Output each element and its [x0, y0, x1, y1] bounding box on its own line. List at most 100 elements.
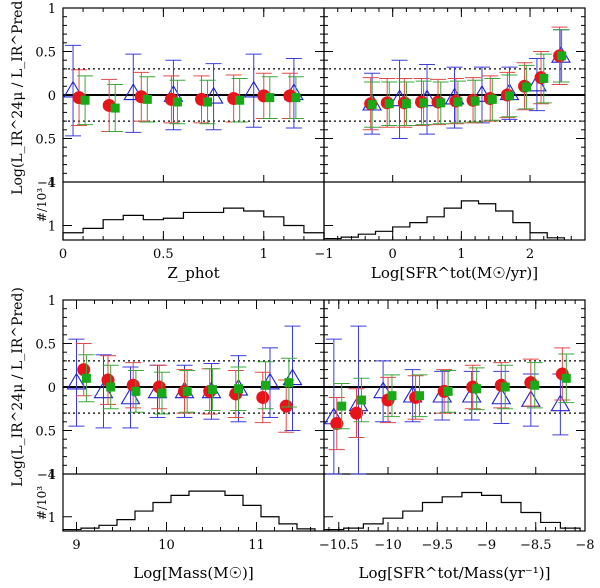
square-point — [81, 373, 91, 383]
square-point — [415, 391, 425, 401]
square-point — [557, 51, 567, 61]
circle-point — [279, 399, 293, 413]
xtick-label: 0 — [389, 247, 397, 262]
bottom-ratio-ylabel-text: Log(L_IR^24μ / L_IR^Pred) — [10, 287, 26, 487]
square-point — [419, 98, 429, 108]
square-point — [443, 386, 453, 396]
square-point — [470, 96, 480, 106]
x-axis-title: Z_phot — [167, 264, 219, 282]
circle-point — [330, 417, 344, 431]
panel-zphot: −1 0.5 0 0.5 1 1 4 0 0.5 1 Z_phot — [35, 2, 325, 282]
xtick-label: −1 — [314, 247, 333, 262]
square-point — [530, 380, 540, 390]
histogram-steps — [62, 207, 325, 240]
square-point — [261, 380, 270, 390]
xtick-label: 9 — [72, 538, 80, 553]
circle-point — [256, 390, 270, 404]
ytick-label: 0 — [48, 89, 56, 104]
xtick-label: −9.5 — [421, 538, 453, 553]
panel-frame — [62, 299, 325, 532]
x-axis-title: Log[Mass(M☉)] — [133, 564, 254, 582]
square-point — [182, 386, 192, 396]
bottom-hist-ylabel-text: #/10³ — [35, 486, 49, 520]
xtick-label: 2 — [526, 247, 534, 262]
square-point — [453, 97, 463, 107]
square-point — [337, 401, 347, 411]
square-point — [106, 382, 116, 392]
xtick-label: −10.5 — [319, 538, 359, 553]
square-point — [234, 384, 243, 394]
top-ratio-ylabel-text: Log(L_IR^24μ / L_IR^Pred) — [10, 0, 26, 195]
ytick-label: −1 — [37, 468, 56, 483]
square-point — [356, 395, 366, 405]
ytick-label: 0.5 — [35, 425, 56, 440]
xtick-label: 11 — [248, 538, 265, 553]
triangle-point — [243, 80, 264, 98]
square-point — [387, 391, 397, 401]
triangle-point — [120, 387, 141, 405]
square-point — [367, 100, 377, 110]
square-point — [504, 91, 514, 101]
ytick-label: 0.5 — [35, 133, 56, 148]
xtick-label: 1 — [260, 247, 268, 262]
xtick-label: 10 — [158, 538, 175, 553]
panel-frame — [62, 7, 325, 241]
circle-point — [350, 406, 364, 420]
square-point — [80, 95, 90, 105]
hist-ytick-label: 4 — [48, 176, 56, 191]
xtick-label: −10 — [374, 538, 401, 553]
xtick-label: −8 — [575, 538, 594, 553]
ytick-label: −1 — [37, 176, 56, 191]
square-point — [401, 99, 411, 109]
square-point — [539, 73, 549, 83]
hist-ytick-label: 4 — [48, 468, 56, 483]
ytick-label: 1 — [48, 294, 56, 309]
histogram-steps — [323, 200, 565, 240]
histogram-steps — [62, 490, 316, 531]
square-point — [265, 93, 275, 103]
ytick-label: 0.5 — [35, 338, 56, 353]
top-hist-ylabel: #/10³ — [35, 188, 49, 222]
panel-frame — [323, 299, 586, 532]
panel-ssfr: −10.5 −10 −9.5 −9 −8.5 −8 Log[SFR^tot/Mass(yr⁻… — [319, 299, 595, 582]
square-point — [487, 94, 497, 104]
square-point — [291, 93, 301, 103]
top-hist-ylabel-text: #/10³ — [35, 188, 49, 222]
ytick-label: 0 — [48, 381, 56, 396]
xtick-label: 1 — [457, 247, 465, 262]
x-axis-title: Log[SFR^tot/Mass(yr⁻¹)] — [359, 564, 551, 582]
square-point — [172, 97, 182, 107]
hist-ytick-label: 1 — [48, 511, 56, 526]
hist-ytick-label: 1 — [48, 220, 56, 235]
xtick-label: 0.5 — [153, 247, 174, 262]
square-point — [157, 388, 167, 398]
xtick-label: −9 — [477, 538, 496, 553]
square-point — [472, 384, 482, 394]
square-point — [284, 378, 294, 388]
bottom-hist-ylabel: #/10³ — [35, 486, 49, 520]
x-axis-title: Log[SFR^tot(M☉/yr)] — [371, 264, 538, 282]
square-point — [522, 82, 532, 92]
ytick-label: 0.5 — [35, 46, 56, 61]
square-point — [207, 385, 217, 395]
square-point — [436, 98, 446, 108]
histogram-steps — [323, 491, 581, 531]
square-point — [235, 95, 245, 105]
square-point — [142, 94, 152, 104]
panel-frame — [323, 7, 586, 241]
xtick-label: 0 — [59, 247, 67, 262]
xtick-label: −8.5 — [520, 538, 552, 553]
triangle-point — [203, 86, 224, 104]
panel-sfr: −1 0 1 2 Log[SFR^tot(M☉/yr)] — [314, 7, 586, 282]
triangle-point — [66, 372, 87, 390]
square-point — [561, 373, 571, 383]
square-point — [110, 103, 120, 113]
square-point — [131, 386, 141, 396]
square-point — [203, 97, 213, 107]
circle-point — [77, 363, 91, 377]
top-ratio-ylabel: Log(L_IR^24μ / L_IR^Pred) — [10, 0, 26, 195]
square-point — [500, 382, 510, 392]
square-point — [384, 99, 394, 109]
